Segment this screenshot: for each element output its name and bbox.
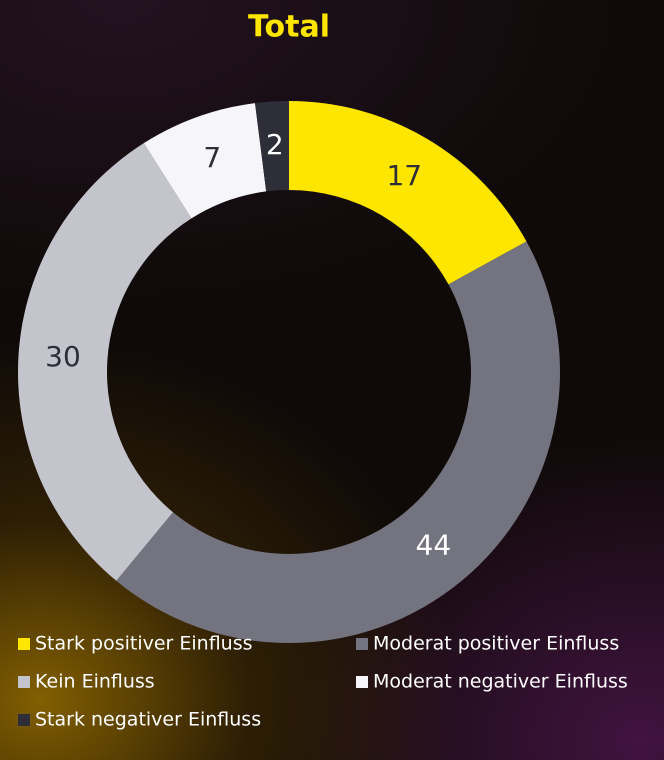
legend-label: Kein Einfluss <box>35 671 155 693</box>
legend-swatch <box>18 714 30 726</box>
value-label: 17 <box>386 159 422 192</box>
legend-swatch <box>18 638 30 650</box>
legend-swatch <box>356 676 368 688</box>
donut-segment <box>116 241 561 644</box>
legend-label: Stark positiver Einfluss <box>35 633 253 655</box>
donut-segment <box>143 103 267 219</box>
donut-segment <box>255 101 289 192</box>
value-label: 44 <box>416 529 452 562</box>
donut-segment <box>289 101 527 285</box>
donut-segment <box>17 143 192 581</box>
value-label: 7 <box>203 141 221 174</box>
legend-swatch <box>356 638 368 650</box>
legend-label: Moderat negativer Einfluss <box>373 671 628 693</box>
value-label: 30 <box>45 340 81 373</box>
value-label: 2 <box>266 128 284 161</box>
legend-label: Moderat positiver Einfluss <box>373 633 619 655</box>
legend-label: Stark negativer Einfluss <box>35 709 261 731</box>
legend-swatch <box>18 676 30 688</box>
chart-title: Total <box>248 10 330 45</box>
